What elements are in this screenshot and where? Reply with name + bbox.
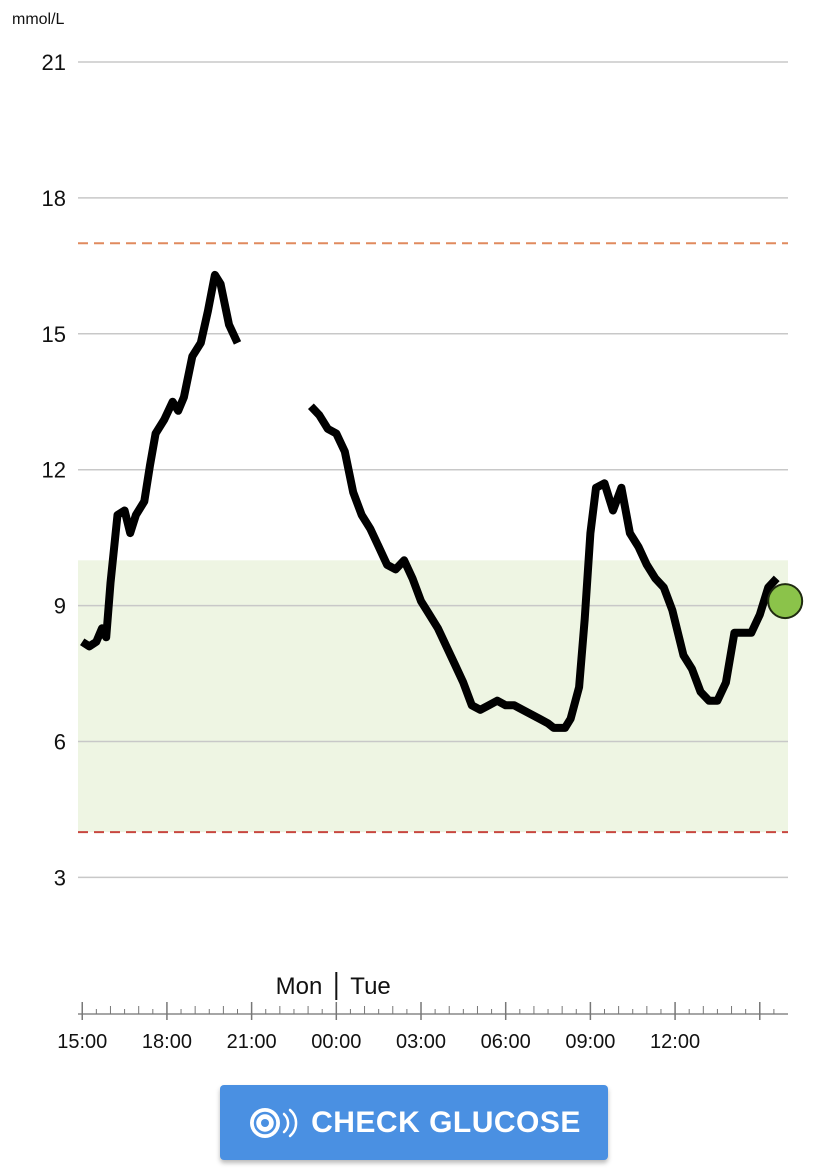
x-tick-label: 12:00 — [650, 1031, 700, 1053]
x-tick-label: 18:00 — [142, 1031, 192, 1053]
check-glucose-label: CHECK GLUCOSE — [311, 1105, 581, 1139]
grid-lines — [78, 61, 788, 879]
y-axis-ticks: 3 6 9 12 15 18 21 — [42, 50, 66, 890]
check-glucose-button[interactable]: CHECK GLUCOSE — [220, 1085, 608, 1160]
glucose-series — [80, 270, 780, 732]
glucose-chart: mmol/L 3 6 9 12 15 18 21 Mon Tue 15:00 18:00 21:… — [12, 11, 804, 1053]
target-range-band — [78, 560, 788, 833]
x-axis: 15:00 18:00 21:00 00:00 03:00 06:00 09:00 12:00 — [57, 1002, 788, 1053]
day-labels: Mon Tue — [276, 972, 391, 1000]
day-label-mon: Mon — [276, 973, 323, 1000]
x-tick-label: 06:00 — [481, 1031, 531, 1053]
y-tick-label: 18 — [42, 186, 66, 211]
current-reading-point — [767, 583, 804, 620]
x-tick-label: 03:00 — [396, 1031, 446, 1053]
x-tick-label: 00:00 — [311, 1031, 361, 1053]
y-tick-label: 3 — [54, 865, 66, 890]
x-tick-label: 15:00 — [57, 1031, 107, 1053]
y-tick-label: 15 — [42, 322, 66, 347]
x-tick-label: 21:00 — [227, 1031, 277, 1053]
x-tick-label: 09:00 — [565, 1031, 615, 1053]
y-tick-label: 12 — [42, 458, 66, 483]
y-tick-label: 21 — [42, 50, 66, 75]
glucose-line-segment-1 — [80, 270, 242, 651]
sensor-scan-icon — [250, 1107, 298, 1138]
day-label-tue: Tue — [350, 973, 390, 1000]
y-tick-label: 6 — [54, 730, 66, 755]
glucose-line-segment-2 — [307, 403, 780, 732]
y-axis-unit-label: mmol/L — [12, 11, 65, 28]
y-tick-label: 9 — [54, 594, 66, 619]
